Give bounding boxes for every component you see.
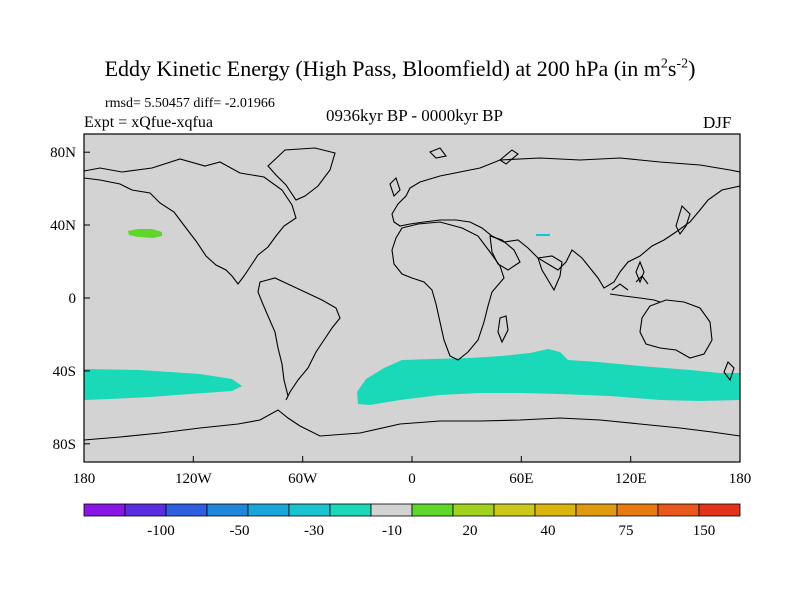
lat-label-40n: 40N <box>50 218 76 234</box>
colorbar-swatch <box>83 503 126 517</box>
rmsd-diff-label: rmsd= 5.50457 diff= -2.01966 <box>105 96 275 111</box>
lat-label-0: 0 <box>69 291 77 307</box>
colorbar-label: 150 <box>693 523 716 539</box>
colorbar-swatch <box>493 503 536 517</box>
figure-title: Eddy Kinetic Energy (High Pass, Bloomfie… <box>0 56 800 82</box>
coast-new-zealand <box>723 361 735 382</box>
colorbar-swatch <box>206 503 249 517</box>
coast-greenland <box>267 147 336 201</box>
colorbar <box>83 503 741 517</box>
coast-novaya-zemlya <box>499 149 519 165</box>
anomaly-south-pacific <box>84 369 242 400</box>
anomaly-north-pacific <box>128 229 162 238</box>
coast-north-america <box>83 158 297 285</box>
title-mid: s <box>667 56 677 81</box>
colorbar-swatch <box>616 503 659 517</box>
lon-label-180w: 180 <box>73 471 96 487</box>
colorbar-swatch <box>288 503 331 517</box>
title-sup-1: 2 <box>660 56 668 72</box>
coastlines <box>83 147 741 441</box>
colorbar-label: 75 <box>619 523 634 539</box>
coast-japan <box>675 204 691 236</box>
anomaly-southern-ocean <box>357 349 740 405</box>
longitude-labels: 180 120W 60W 0 60E 120E 180 <box>73 471 752 487</box>
coast-india <box>537 255 563 292</box>
coast-south-america <box>257 277 341 401</box>
coast-europe-asia <box>391 157 741 289</box>
lat-label-40s: 40S <box>53 364 76 380</box>
lon-label-120e: 120E <box>615 471 647 487</box>
colorbar-label: 40 <box>541 523 556 539</box>
experiment-label: Expt = xQfue-xqfua <box>84 114 213 131</box>
colorbar-swatch <box>329 503 372 517</box>
colorbar-swatch <box>575 503 618 517</box>
axis-ticks <box>83 151 741 462</box>
latitude-labels: 80N 40N 0 40S 80S <box>50 145 76 453</box>
colorbar-label: 20 <box>463 523 478 539</box>
colorbar-label: -30 <box>304 523 324 539</box>
colorbar-swatch <box>247 503 290 517</box>
colorbar-swatch <box>124 503 167 517</box>
coast-british-isles <box>389 176 401 198</box>
title-sup-2: -2 <box>676 56 689 72</box>
season-label: DJF <box>703 113 732 132</box>
title-text: Eddy Kinetic Energy (High Pass, Bloomfie… <box>104 56 661 81</box>
period-label: 0936kyr BP - 0000kyr BP <box>326 106 503 125</box>
lon-label-60e: 60E <box>509 471 533 487</box>
anomaly-central-asia <box>536 234 550 236</box>
coast-antarctica <box>83 409 741 441</box>
lat-label-80n: 80N <box>50 145 76 161</box>
colorbar-swatch <box>534 503 577 517</box>
coast-madagascar <box>497 315 509 344</box>
colorbar-swatch <box>411 503 454 517</box>
colorbar-label: -50 <box>230 523 250 539</box>
lat-label-80s: 80S <box>53 437 76 453</box>
lon-label-180e: 180 <box>729 471 752 487</box>
map-background <box>84 134 740 462</box>
lon-label-120w: 120W <box>175 471 213 487</box>
colorbar-swatch <box>698 503 741 517</box>
colorbar-label: -10 <box>382 523 402 539</box>
coast-philippines <box>635 260 645 284</box>
coast-australia <box>639 299 713 359</box>
coast-africa <box>391 221 505 361</box>
coast-svalbard <box>429 147 447 159</box>
title-end: ) <box>688 56 696 81</box>
lon-label-60w: 60W <box>288 471 318 487</box>
colorbar-label: -100 <box>147 523 175 539</box>
colorbar-swatch <box>370 503 413 517</box>
colorbar-labels: -100 -50 -30 -10 20 40 75 150 <box>147 523 715 539</box>
colorbar-swatch <box>657 503 700 517</box>
lon-label-0: 0 <box>408 471 416 487</box>
coast-arabia <box>489 235 521 271</box>
colorbar-swatch <box>165 503 208 517</box>
colorbar-swatch <box>452 503 495 517</box>
